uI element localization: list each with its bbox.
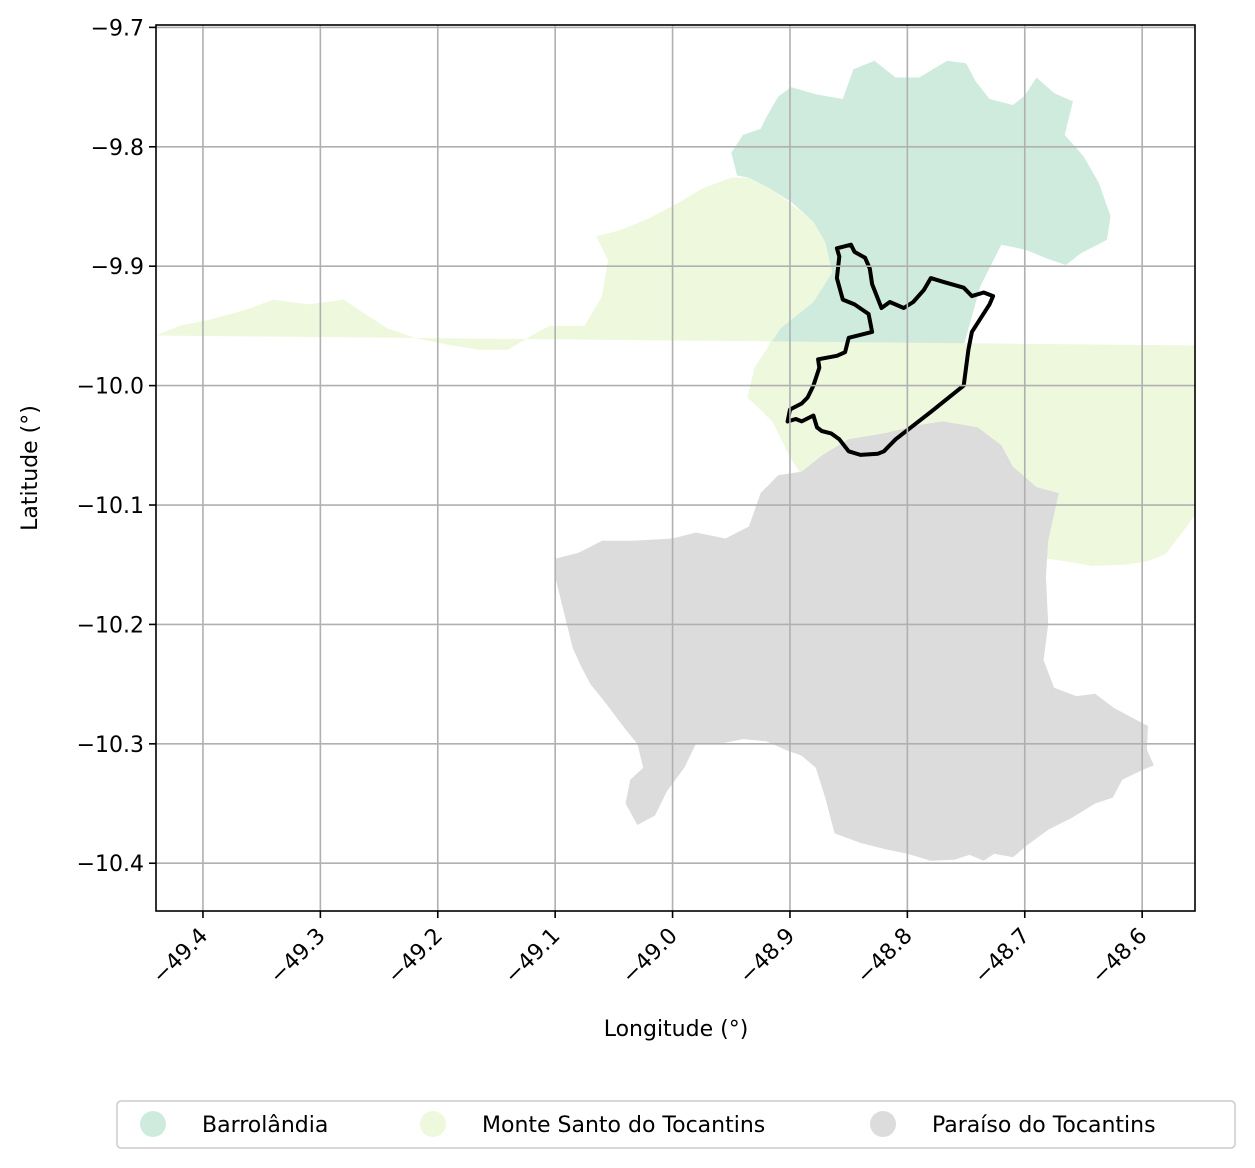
highlight-outline (785, 242, 996, 457)
y-tick-label: −9.9 (91, 255, 144, 280)
plot-frame (155, 24, 1196, 912)
x-tick-label: −48.8 (852, 924, 917, 989)
legend-marker-paraiso-do-tocantins (870, 1111, 896, 1137)
highlight-outline-layer (785, 242, 996, 457)
x-tick-label: −49.2 (383, 924, 448, 989)
y-axis-ticks: −9.7 −9.8 −9.9 −10.0 −10.1 −10.2 −10.3 −10.4 (77, 16, 156, 877)
x-tick-label: −48.9 (735, 924, 800, 989)
x-tick-label: −49.3 (265, 924, 330, 989)
x-tick-label: −48.6 (1087, 924, 1152, 989)
y-tick-label: −9.8 (91, 136, 144, 161)
legend-items: Barrolândia Monte Santo do Tocantins Paraí… (140, 1111, 1156, 1138)
legend-marker-barrolandia (140, 1111, 166, 1137)
legend-marker-monte-santo-do-tocantins (420, 1111, 446, 1137)
x-axis-title: Longitude (°) (604, 1017, 749, 1042)
legend-label-barrolandia: Barrolândia (202, 1113, 328, 1138)
legend: Barrolândia Monte Santo do Tocantins Paraí… (116, 1100, 1236, 1149)
x-tick-label: −49.1 (500, 924, 565, 989)
y-tick-label: −10.1 (77, 494, 144, 519)
legend-label-paraiso-do-tocantins: Paraíso do Tocantins (932, 1113, 1156, 1138)
legend-frame (116, 1100, 1236, 1149)
region-paraiso-do-tocantins (555, 421, 1154, 861)
x-tick-label: −49.0 (617, 924, 682, 989)
x-axis-ticks: −49.4 −49.3 −49.2 −49.1 −49.0 −48.9 −48.8 −48.7… (148, 911, 1152, 989)
x-tick-label: −49.4 (148, 924, 213, 989)
y-tick-label: −10.3 (77, 733, 144, 758)
y-tick-label: −10.4 (77, 852, 144, 877)
legend-label-monte-santo-do-tocantins: Monte Santo do Tocantins (482, 1113, 765, 1138)
y-tick-label: −10.2 (77, 613, 144, 638)
y-axis-title: Latitude (°) (18, 405, 43, 531)
y-tick-label: −9.7 (91, 16, 144, 41)
y-tick-label: −10.0 (77, 375, 144, 400)
grid-layer (156, 25, 1195, 911)
x-tick-label: −48.7 (970, 924, 1035, 989)
